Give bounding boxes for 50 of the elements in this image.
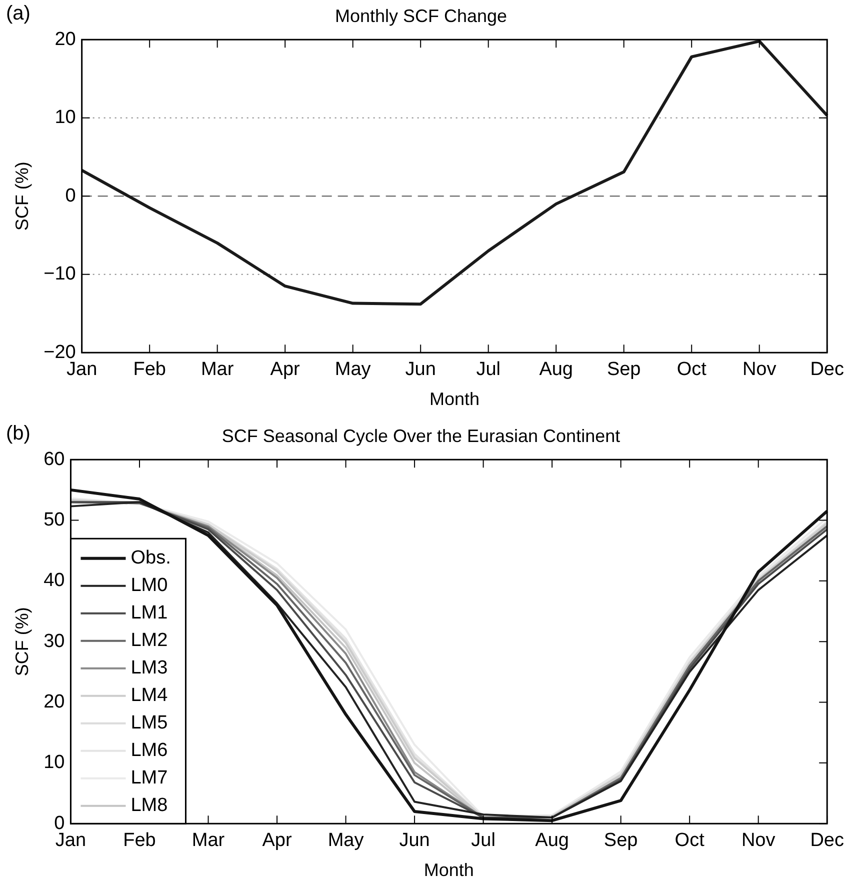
x-tick-label: May xyxy=(328,830,364,852)
chart-title: Monthly SCF Change xyxy=(334,6,508,26)
x-tick-label: Apr xyxy=(270,359,301,380)
x-tick-label: Sep xyxy=(604,830,638,852)
x-axis-title: Month xyxy=(424,860,474,880)
x-tick-label: Aug xyxy=(539,359,574,380)
x-tick-label: Feb xyxy=(133,359,166,380)
x-tick-label: Dec xyxy=(810,830,844,852)
y-tick-label: 50 xyxy=(44,510,65,530)
y-tick-label: 0 xyxy=(65,185,76,206)
y-axis-title: SCF (%) xyxy=(12,162,32,231)
y-tick-label: 10 xyxy=(54,107,76,128)
text: (b) xyxy=(6,422,30,445)
x-tick-label: Jul xyxy=(476,359,500,380)
y-axis-title: SCF (%) xyxy=(12,607,32,676)
legend-label: LM5 xyxy=(130,712,168,734)
x-tick-label: Feb xyxy=(123,830,156,852)
x-tick-label: Oct xyxy=(676,359,708,380)
x-tick-label: Aug xyxy=(535,830,569,852)
x-tick-label: Sep xyxy=(606,359,641,380)
y-tick-label: −10 xyxy=(44,264,76,285)
x-tick-label: Jul xyxy=(471,830,496,852)
legend-label: LM0 xyxy=(130,575,168,596)
legend-label: LM2 xyxy=(130,630,168,652)
legend-label: LM4 xyxy=(130,685,168,706)
y-tick-label: 30 xyxy=(44,630,65,652)
y-tick-label: 40 xyxy=(44,570,65,592)
x-axis-title: Month xyxy=(429,389,480,410)
y-tick-label: 10 xyxy=(44,752,65,774)
y-tick-label: 20 xyxy=(44,692,65,712)
chart-title: SCF Seasonal Cycle Over the Eurasian Continent xyxy=(222,426,620,446)
x-tick-label: Mar xyxy=(192,830,226,852)
x-tick-label: Jun xyxy=(399,830,430,852)
legend-label: LM8 xyxy=(130,795,168,816)
legend-label: LM7 xyxy=(130,768,168,789)
x-tick-label: Jun xyxy=(405,359,436,380)
x-tick-label: Apr xyxy=(262,830,292,852)
x-tick-label: May xyxy=(334,359,372,380)
x-tick-label: Nov xyxy=(742,359,777,380)
y-tick-label: 60 xyxy=(44,448,65,470)
x-tick-label: Dec xyxy=(810,359,844,380)
legend-label: LM6 xyxy=(130,740,168,762)
y-tick-label: 20 xyxy=(54,28,76,50)
x-tick-label: Mar xyxy=(200,359,234,380)
x-tick-label: Nov xyxy=(741,830,776,852)
x-tick-label: Oct xyxy=(674,830,706,852)
text: (a) xyxy=(6,2,30,25)
legend-label: Obs. xyxy=(130,548,171,569)
legend-label: LM3 xyxy=(130,658,168,679)
legend-label: LM1 xyxy=(130,602,168,624)
